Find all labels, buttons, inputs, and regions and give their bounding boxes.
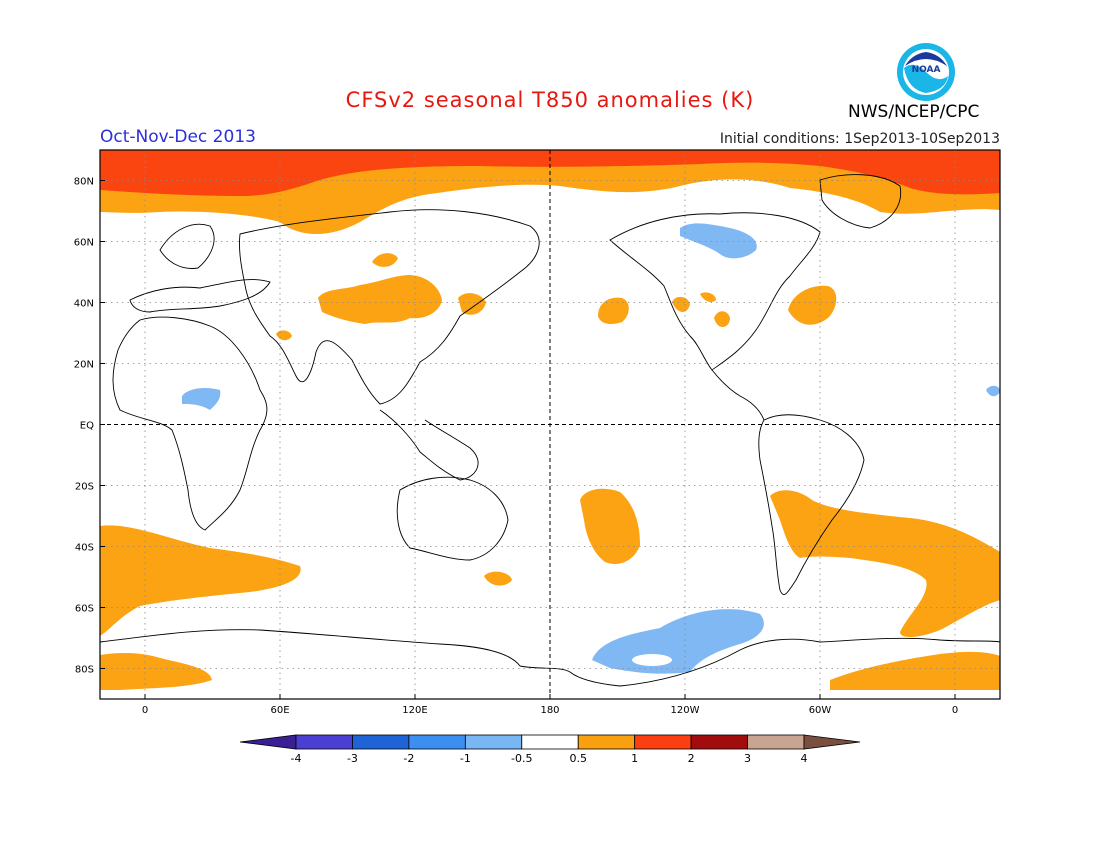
noaa-logo: NOAA: [897, 43, 955, 101]
coastline-australia: [396, 476, 509, 561]
colorbar-label: 2: [688, 752, 695, 765]
lat-tick-label: 60N: [74, 238, 94, 249]
colorbar-label: 4: [801, 752, 808, 765]
coastline-central-america: [711, 369, 765, 421]
lat-tick-label: EQ: [80, 421, 94, 432]
lon-tick-label: 0: [952, 705, 958, 716]
lon-tick-label: 120W: [671, 705, 700, 716]
coastline-southeast-asia: [379, 409, 479, 481]
colorbar-label: -4: [291, 752, 302, 765]
lon-tick-label: 60W: [809, 705, 832, 716]
us-central-warm-patch: [700, 292, 716, 302]
coastline-europe: [129, 279, 271, 313]
colorbar-label: -1: [460, 752, 471, 765]
colorbar-segment: [295, 734, 353, 750]
map-frame: [99, 149, 1001, 700]
logo-text: NOAA: [912, 65, 941, 75]
canada-cold-patch: [680, 223, 757, 259]
coastline-africa: [112, 316, 268, 531]
colorbar-label: 0.5: [569, 752, 587, 765]
gridlines: [100, 150, 1000, 699]
arctic-warm-region: [100, 150, 1000, 196]
colorbar-high-arrow: [803, 734, 861, 750]
organization-label: NWS/NCEP/CPC: [848, 102, 980, 122]
north-atlantic-warm-patch: [788, 285, 837, 325]
coastline-asia: [239, 209, 540, 405]
coastline-north-america: [609, 212, 821, 371]
colorbar-segment: [521, 734, 579, 750]
coastline-scandinavia: [159, 223, 215, 269]
colorbar-label: -0.5: [511, 752, 532, 765]
colorbar-label: -2: [403, 752, 414, 765]
coastline-greenland: [819, 174, 902, 229]
colorbar-segment: [464, 734, 523, 750]
lon-tick-label: 0: [142, 705, 148, 716]
colorbar-label: 3: [744, 752, 751, 765]
lat-tick-label: 80N: [74, 177, 94, 188]
lon-tick-label: 180: [540, 705, 559, 716]
japan-warm-patch: [458, 293, 486, 315]
colorbar-segment: [690, 734, 748, 750]
colorbar-segment: [408, 734, 466, 750]
central-asia-warm-patch: [318, 275, 442, 324]
colorbar-segment: [747, 734, 805, 750]
colorbar-segment: [352, 734, 410, 750]
colorbar-label: -3: [347, 752, 358, 765]
colorbar-low-arrow: [239, 734, 297, 750]
south-pacific-warm-patch: [580, 488, 640, 565]
tasman-warm-patch: [484, 571, 512, 586]
lat-tick-label: 20S: [75, 482, 94, 493]
antarctic-warm-east: [830, 651, 1000, 690]
lat-tick-label: 40N: [74, 299, 94, 310]
us-west-warm-patch: [672, 296, 690, 312]
colorbar-segment: [577, 734, 636, 750]
antarctic-warm-west: [100, 653, 212, 690]
lat-tick-label: 80S: [75, 665, 94, 676]
colorbar: -4 -3 -2 -1 -0.5 0.5 1 2 3 4: [239, 734, 861, 765]
coastline-antarctica: [100, 629, 1000, 687]
atlantic-cold-patch: [986, 385, 1000, 397]
us-south-warm-patch: [714, 311, 730, 328]
lon-tick-label: 120E: [402, 705, 427, 716]
antarctic-cold-hole: [632, 654, 672, 666]
season-label: Oct-Nov-Dec 2013: [100, 127, 256, 147]
coastlines: [100, 174, 1000, 687]
southern-indian-warm-patch: [100, 525, 301, 636]
lat-tick-label: 40S: [75, 543, 94, 554]
lon-tick-label: 60E: [270, 705, 289, 716]
lat-tick-label: 60S: [75, 604, 94, 615]
initial-conditions-label: Initial conditions: 1Sep2013-10Sep2013: [719, 131, 1000, 147]
north-pacific-warm-patch: [598, 297, 629, 324]
coastline-south-america: [758, 414, 865, 595]
latitude-tick-labels: 80N 60N 40N 20N EQ 20S 40S 60S 80S: [74, 177, 94, 676]
colorbar-segment: [634, 734, 692, 750]
longitude-tick-labels: 0 60E 120E 180 120W 60W 0: [142, 705, 958, 716]
lat-tick-label: 20N: [74, 360, 94, 371]
siberia-warm-patch: [372, 253, 398, 267]
colorbar-label: 1: [631, 752, 638, 765]
africa-cold-patch: [182, 388, 221, 410]
map-title: CFSv2 seasonal T850 anomalies (K): [345, 88, 755, 112]
